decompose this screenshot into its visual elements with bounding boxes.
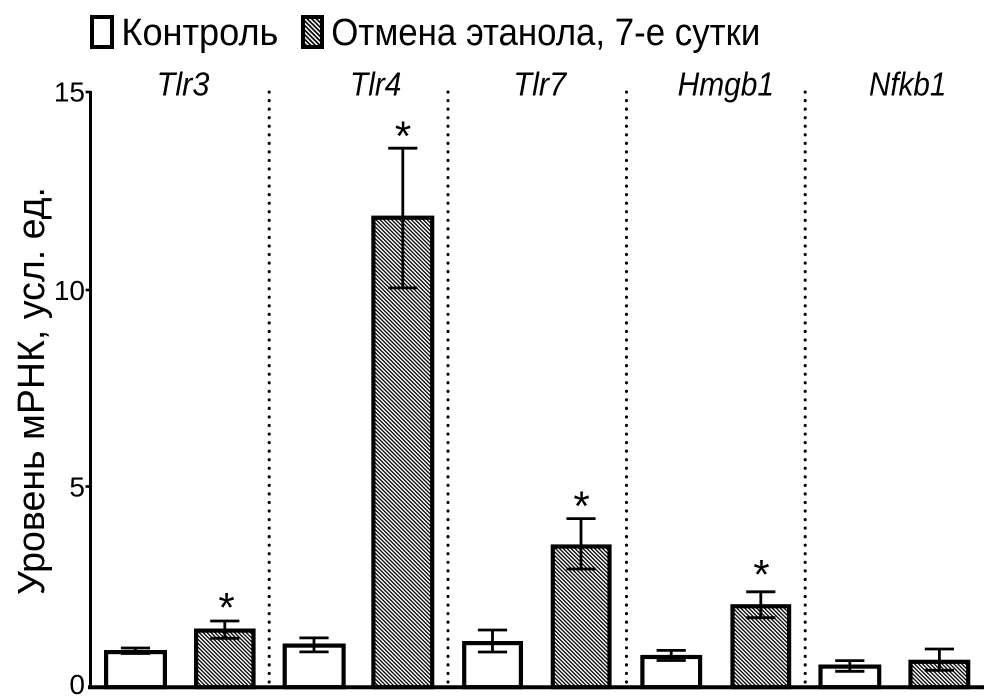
svg-text:Уровень мРНК, усл. ед.: Уровень мРНК, усл. ед. <box>11 187 53 595</box>
svg-text:Tlr4: Tlr4 <box>350 66 401 103</box>
svg-text:Nfkb1: Nfkb1 <box>869 66 946 103</box>
svg-text:Отмена этанола, 7-е сутки: Отмена этанола, 7-е сутки <box>331 12 760 54</box>
svg-text:*: * <box>218 584 234 631</box>
svg-text:Контроль: Контроль <box>121 12 278 54</box>
svg-text:Hmgb1: Hmgb1 <box>678 66 774 103</box>
svg-text:0: 0 <box>69 669 85 697</box>
svg-text:Tlr7: Tlr7 <box>513 66 567 103</box>
svg-text:15: 15 <box>54 76 85 107</box>
svg-text:*: * <box>395 113 411 160</box>
svg-text:*: * <box>573 483 589 530</box>
svg-text:*: * <box>753 551 769 598</box>
svg-text:Tlr3: Tlr3 <box>157 66 210 103</box>
svg-text:5: 5 <box>69 471 85 502</box>
svg-text:10: 10 <box>54 275 85 306</box>
